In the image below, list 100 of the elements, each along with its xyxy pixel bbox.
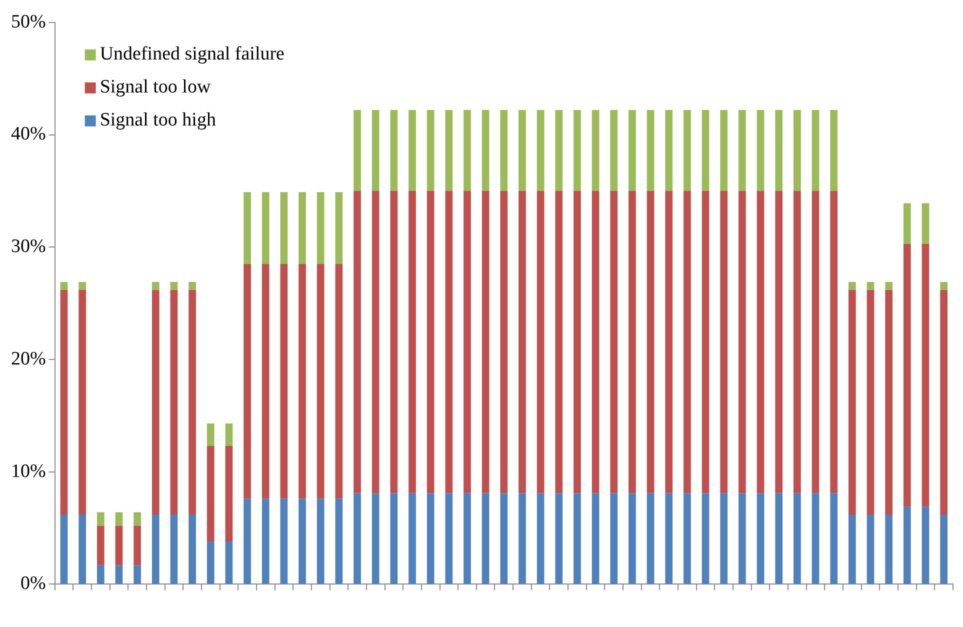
bar [482,110,490,191]
bar [922,506,930,584]
bar [720,190,728,494]
bar [500,190,508,494]
bar [848,282,856,290]
y-tick-label: 0% [20,573,46,594]
bar [904,203,911,244]
bar [684,493,691,584]
bar [464,110,471,191]
bar [628,493,636,584]
bar [940,290,948,515]
bar [922,244,930,507]
bar [482,493,490,584]
bar [684,190,691,494]
bar [756,110,764,191]
bar [244,498,251,584]
bar [225,446,233,542]
bar [646,110,654,191]
bar [316,192,324,264]
bar [738,493,746,584]
bar [720,493,728,584]
bar [78,514,86,584]
y-tick-label: 10% [11,460,46,482]
bar [904,244,911,507]
bar [188,514,196,584]
bar [60,282,68,290]
bar [115,565,123,584]
bar [78,290,86,515]
bar [702,190,710,494]
bar [628,190,636,494]
bar [316,498,324,584]
bar [702,110,710,191]
bar [78,282,86,290]
bar [335,192,343,264]
bar [885,290,893,515]
bar [500,493,508,584]
bar [262,192,270,264]
bar [794,110,801,191]
bar [280,264,288,499]
bar [775,190,783,494]
bar [940,514,948,584]
bar [866,282,874,290]
bar [170,282,178,290]
bar [206,542,214,584]
bar [756,493,764,584]
bar [500,110,508,191]
bar [262,264,270,499]
bar [152,282,160,290]
bar [134,565,141,584]
bar [775,493,783,584]
bar [354,110,361,191]
bar [610,190,618,494]
bar [115,526,123,566]
bar [702,493,710,584]
bar [96,512,104,526]
bar [610,110,618,191]
bar [830,493,838,584]
bar [665,493,673,584]
bar [848,290,856,515]
bar [555,493,563,584]
bar [574,190,581,494]
bar [866,514,874,584]
bar [536,190,544,494]
bar [610,493,618,584]
legend-label: Signal too high [100,109,216,130]
bar [152,290,160,515]
y-tick-label: 50% [11,11,46,32]
bar [830,110,838,191]
bar [518,493,526,584]
bar [555,190,563,494]
bar [885,514,893,584]
bar [60,290,68,515]
bar [262,498,270,584]
bar [922,203,930,244]
bar [372,493,380,584]
bar [464,493,471,584]
bar [390,110,398,191]
bar [354,493,361,584]
bar [96,565,104,584]
bar [464,190,471,494]
bar [408,110,416,191]
bar [866,290,874,515]
bar [665,190,673,494]
bar [96,526,104,566]
legend-label: Undefined signal failure [100,43,284,64]
bar [830,190,838,494]
y-tick-label: 40% [11,124,46,145]
bar [720,110,728,191]
bar [316,264,324,499]
legend-label: Signal too low [100,76,211,98]
bar [372,190,380,494]
bar [188,282,196,290]
bar [794,190,801,494]
bar [592,110,600,191]
bar [225,424,233,446]
bar [646,493,654,584]
bar [152,514,160,584]
bar [885,282,893,290]
bar [756,190,764,494]
bar [445,493,453,584]
